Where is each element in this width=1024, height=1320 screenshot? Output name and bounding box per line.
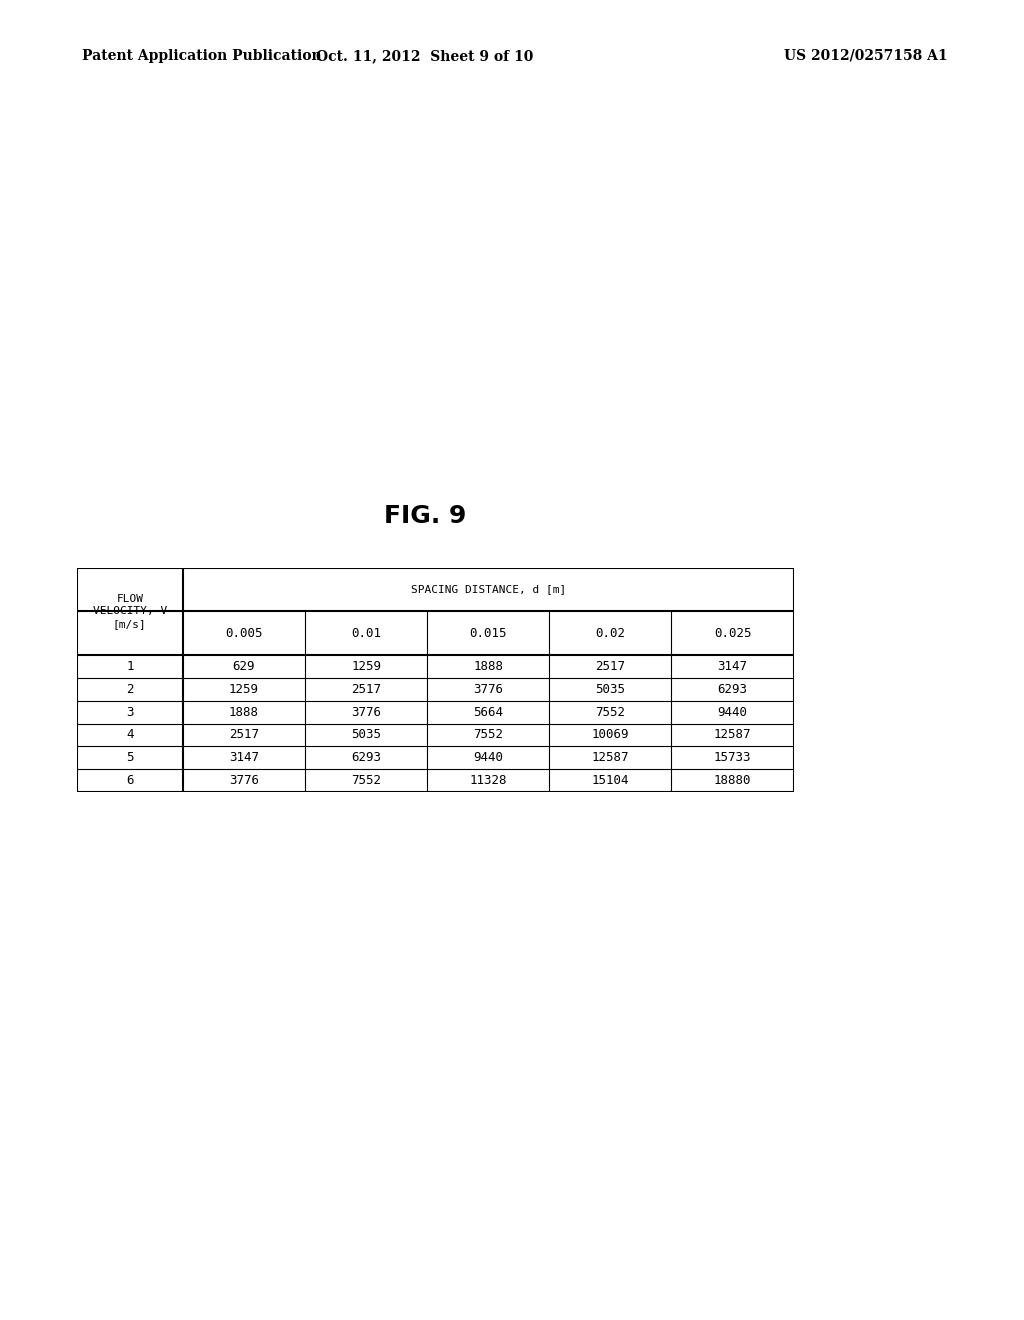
Text: 6293: 6293 — [718, 682, 748, 696]
Text: SPACING DISTANCE, d [m]: SPACING DISTANCE, d [m] — [411, 585, 566, 594]
Text: 2517: 2517 — [351, 682, 381, 696]
Text: 0.025: 0.025 — [714, 627, 752, 640]
Text: 4: 4 — [126, 729, 133, 742]
Text: 9440: 9440 — [718, 706, 748, 718]
Text: 0.01: 0.01 — [351, 627, 381, 640]
Text: 1259: 1259 — [351, 660, 381, 673]
Text: FLOW
VELOCITY, V
[m/s]: FLOW VELOCITY, V [m/s] — [93, 594, 167, 628]
Text: 15733: 15733 — [714, 751, 752, 764]
Text: 1888: 1888 — [229, 706, 259, 718]
Text: 3: 3 — [126, 706, 133, 718]
Text: 1259: 1259 — [229, 682, 259, 696]
Text: 6293: 6293 — [351, 751, 381, 764]
Text: FIG. 9: FIG. 9 — [384, 504, 466, 528]
Text: 7552: 7552 — [595, 706, 626, 718]
Text: 7552: 7552 — [473, 729, 503, 742]
Text: 3776: 3776 — [473, 682, 503, 696]
Text: 1: 1 — [126, 660, 133, 673]
Text: US 2012/0257158 A1: US 2012/0257158 A1 — [783, 49, 947, 63]
Text: 12587: 12587 — [592, 751, 629, 764]
Text: 2517: 2517 — [595, 660, 626, 673]
Text: 5664: 5664 — [473, 706, 503, 718]
Text: 10069: 10069 — [592, 729, 629, 742]
Text: 0.02: 0.02 — [595, 627, 626, 640]
Text: 629: 629 — [232, 660, 255, 673]
Text: 0.015: 0.015 — [469, 627, 507, 640]
Text: 5035: 5035 — [351, 729, 381, 742]
Text: Patent Application Publication: Patent Application Publication — [82, 49, 322, 63]
Text: 3776: 3776 — [351, 706, 381, 718]
Text: 3147: 3147 — [718, 660, 748, 673]
Text: 7552: 7552 — [351, 774, 381, 787]
Text: 3147: 3147 — [229, 751, 259, 764]
Text: 5: 5 — [126, 751, 133, 764]
Text: 12587: 12587 — [714, 729, 752, 742]
Text: 9440: 9440 — [473, 751, 503, 764]
Text: 5035: 5035 — [595, 682, 626, 696]
Text: 2517: 2517 — [229, 729, 259, 742]
Text: 11328: 11328 — [469, 774, 507, 787]
Text: 18880: 18880 — [714, 774, 752, 787]
Text: 0.005: 0.005 — [225, 627, 263, 640]
Text: 6: 6 — [126, 774, 133, 787]
Text: 3776: 3776 — [229, 774, 259, 787]
Text: 15104: 15104 — [592, 774, 629, 787]
Text: Oct. 11, 2012  Sheet 9 of 10: Oct. 11, 2012 Sheet 9 of 10 — [316, 49, 534, 63]
Text: 1888: 1888 — [473, 660, 503, 673]
Text: 2: 2 — [126, 682, 133, 696]
